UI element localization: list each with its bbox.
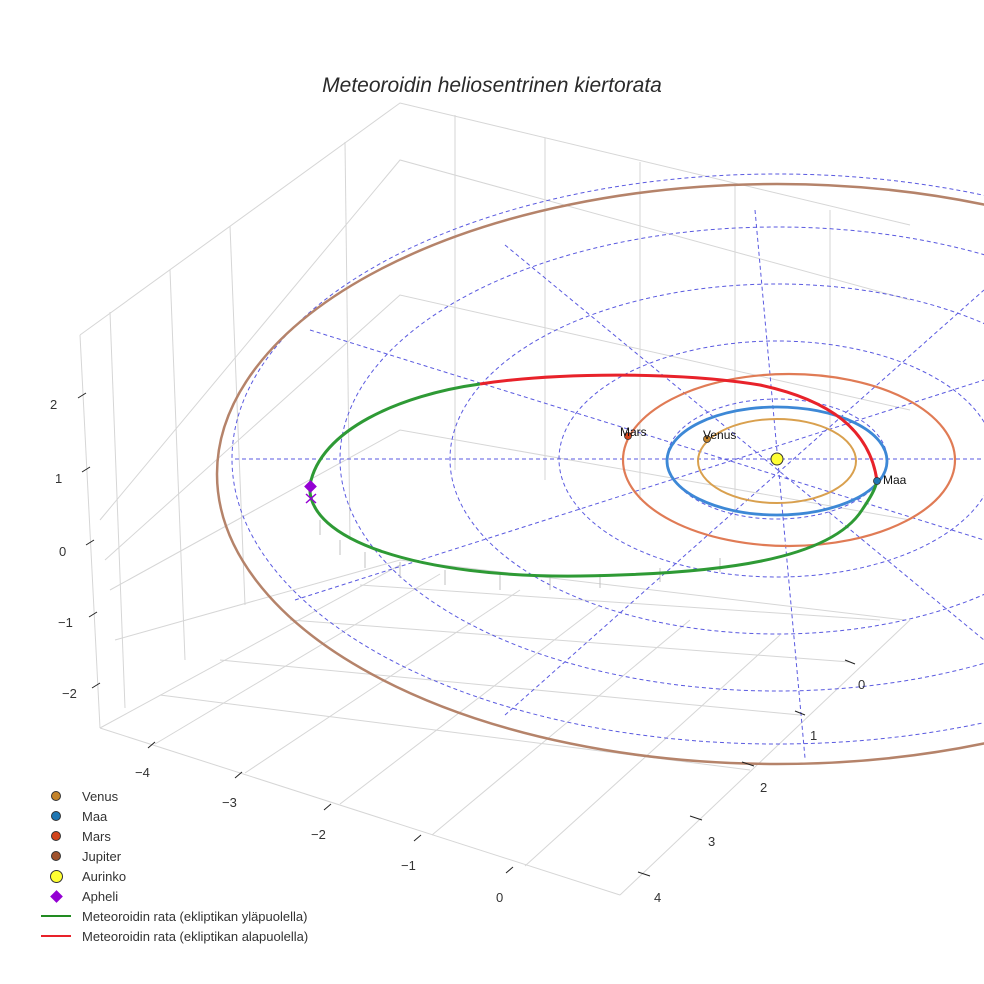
legend: Venus Maa Mars Jupiter Aurinko Apheli Me… (38, 786, 308, 946)
projection-lines (319, 520, 721, 590)
legend-item-orbit-below[interactable]: Meteoroidin rata (ekliptikan alapuolella… (38, 926, 308, 946)
mars-dot-icon (51, 831, 61, 841)
maa-label: Maa (883, 473, 907, 487)
back-wall-grid (79, 102, 911, 729)
diamond-icon (49, 889, 63, 903)
legend-label: Aurinko (82, 868, 127, 884)
mars-orbit (621, 372, 957, 548)
earth-marker[interactable] (873, 477, 881, 485)
legend-label: Venus (82, 788, 119, 804)
x-tick-label: −2 (311, 827, 326, 842)
z-tick-label: 0 (59, 544, 66, 559)
reference-grid (231, 173, 984, 759)
x-tick-label: −4 (135, 765, 150, 780)
x-tick-label: 0 (496, 890, 503, 905)
green-line-icon (41, 915, 71, 917)
floor-grid (99, 564, 911, 896)
y-tick-label: 3 (708, 834, 715, 849)
jupiter-dot-icon (51, 851, 61, 861)
legend-item-apheli[interactable]: Apheli (38, 886, 308, 906)
meteoroid-orbit-below (479, 373, 879, 482)
aphelion-projection-icon (305, 493, 317, 504)
sun-icon (49, 869, 63, 883)
y-tick-label: 2 (760, 780, 767, 795)
venus-label: Venus (703, 428, 736, 442)
z-axis (77, 392, 101, 689)
sun-marker[interactable] (770, 452, 784, 466)
legend-item-mars[interactable]: Mars (38, 826, 308, 846)
z-tick-label: 2 (50, 397, 57, 412)
y-axis (637, 659, 856, 877)
z-tick-label: −1 (58, 615, 73, 630)
venus-dot-icon (51, 791, 61, 801)
red-line-icon (41, 935, 71, 937)
legend-item-jupiter[interactable]: Jupiter (38, 846, 308, 866)
venus-marker[interactable] (703, 435, 711, 443)
legend-label: Meteoroidin rata (ekliptikan yläpuolella… (82, 908, 308, 924)
aphelion-marker[interactable] (304, 480, 317, 493)
legend-label: Maa (82, 808, 108, 824)
legend-label: Jupiter (82, 848, 122, 864)
jupiter-orbit (215, 182, 984, 766)
x-tick-label: −3 (222, 795, 237, 810)
legend-item-orbit-above[interactable]: Meteoroidin rata (ekliptikan yläpuolella… (38, 906, 308, 926)
y-tick-label: 4 (654, 890, 661, 905)
mars-marker[interactable] (624, 432, 632, 440)
maa-dot-icon (51, 811, 61, 821)
meteoroid-orbit-above (308, 382, 879, 578)
x-axis (147, 741, 514, 874)
legend-item-maa[interactable]: Maa (38, 806, 308, 826)
chart-title: Meteoroidin heliosentrinen kiertorata (322, 74, 662, 97)
z-tick-label: 1 (55, 471, 62, 486)
legend-item-aurinko[interactable]: Aurinko (38, 866, 308, 886)
z-tick-label: −2 (62, 686, 77, 701)
mars-label: Mars (620, 425, 647, 439)
y-tick-label: 1 (810, 728, 817, 743)
y-tick-label: 0 (858, 677, 865, 692)
legend-label: Meteoroidin rata (ekliptikan alapuolella… (82, 928, 309, 944)
earth-orbit (665, 405, 889, 517)
legend-label: Mars (82, 828, 111, 844)
x-tick-label: −1 (401, 858, 416, 873)
legend-item-venus[interactable]: Venus (38, 786, 308, 806)
venus-orbit (697, 418, 857, 504)
legend-label: Apheli (82, 888, 119, 904)
